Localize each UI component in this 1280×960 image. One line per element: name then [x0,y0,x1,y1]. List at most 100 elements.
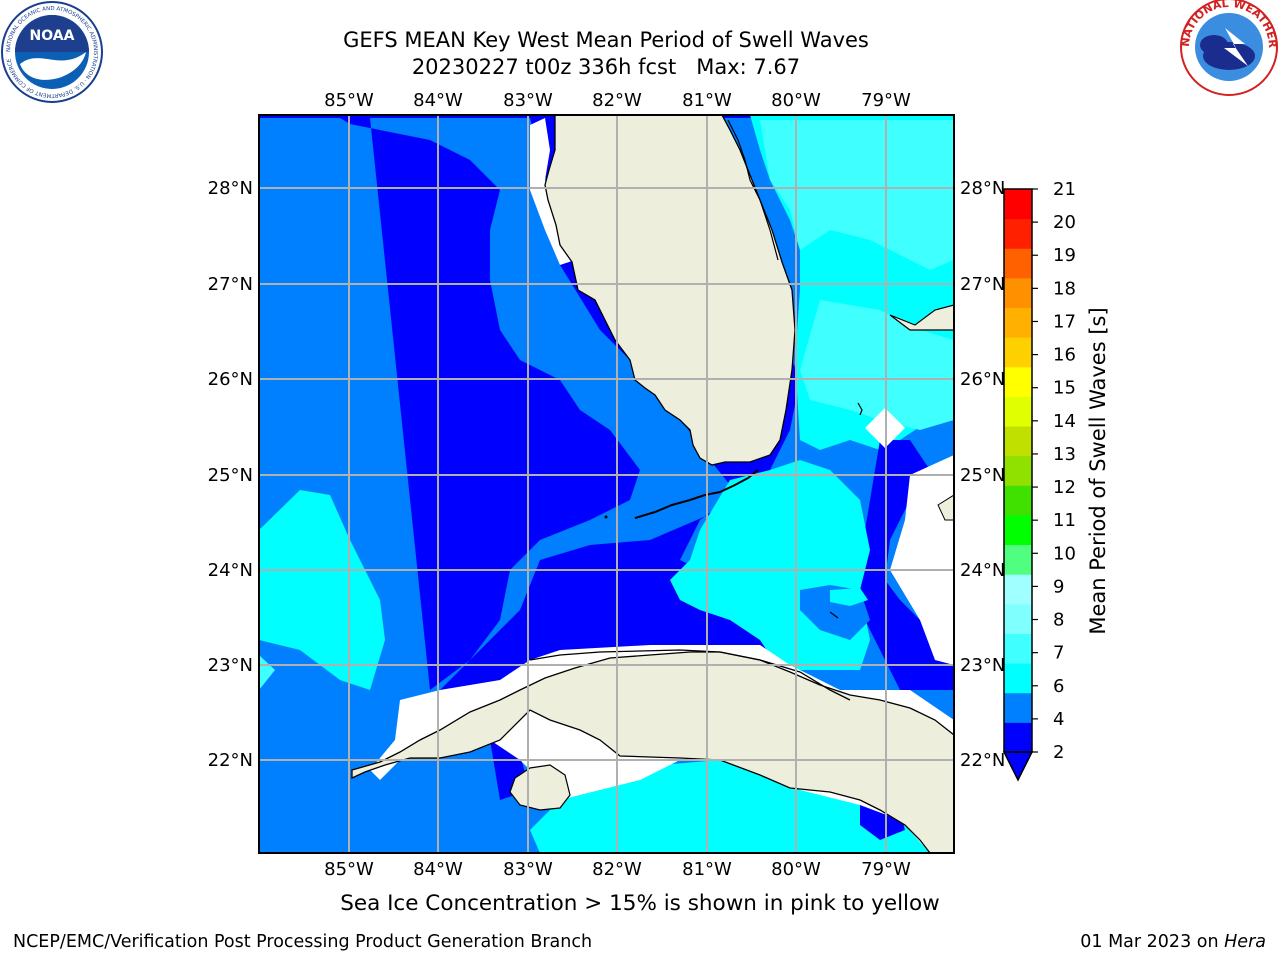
ocean-6-7s-patch [760,120,954,270]
lon-label: 81°W [682,859,732,880]
colorbar-swatch [1004,455,1032,486]
colorbar-tick-label: 4 [1053,709,1064,730]
colorbar-tick-label: 13 [1053,444,1076,465]
colorbar-label: Mean Period of Swell Waves [s] [1086,307,1110,634]
colorbar-swatch [1004,396,1032,427]
lat-label: 23°N [208,655,253,676]
colorbar-swatch [1004,514,1032,546]
colorbar-swatch [1004,307,1032,338]
lon-labels-bottom: 85°W 84°W 83°W 82°W 81°W 80°W 79°W [324,859,911,880]
noaa-logo: NOAA NATIONAL OCEANIC AND ATMOSPHERIC AD… [1,1,103,103]
colorbar-swatch [1004,663,1032,694]
colorbar-tick-label: 9 [1053,576,1064,597]
chart-subtitle: 20230227 t00z 336h fcst Max: 7.67 [411,55,801,79]
colorbar-tick-label: 14 [1053,411,1076,432]
florida-land [544,115,796,466]
footer-credit: NCEP/EMC/Verification Post Processing Pr… [13,932,593,952]
colorbar-swatch [1004,485,1032,516]
ocean-below-2s [860,440,954,690]
colorbar-swatch [1004,426,1032,457]
lat-label: 24°N [208,560,253,581]
colorbar-swatch [1004,189,1032,220]
lon-label: 81°W [682,90,732,111]
colorbar-tick-label: 6 [1053,676,1064,697]
noaa-logo-text: NOAA [30,28,75,44]
colorbar-tick-label: 20 [1053,212,1076,233]
cuba-north-coast [529,649,851,701]
lon-label: 79°W [861,859,911,880]
ocean-6-7s-patch [259,655,275,690]
lon-label: 85°W [324,859,374,880]
ocean-4-6s-patch [830,588,868,606]
colorbar-tick-label: 17 [1053,311,1076,332]
colorbar-swatch [1004,277,1032,309]
lon-label: 79°W [861,90,911,111]
map-frame [258,114,955,854]
lat-label: 28°N [960,178,1005,199]
ocean-4-6s-west [259,490,385,690]
lon-labels-top: 85°W 84°W 83°W 82°W 81°W 80°W 79°W [324,90,911,111]
lat-label: 25°N [208,465,253,486]
colorbar-tick-label: 16 [1053,345,1076,366]
colorbar-swatch [1004,574,1032,605]
colorbar-tick-label: 11 [1053,510,1076,531]
colorbar-tick-label: 2 [1053,742,1064,763]
lat-label: 28°N [208,178,253,199]
isla-juventud [509,764,571,811]
colorbar-tick-label: 8 [1053,610,1064,631]
bahamas-coast [829,611,839,619]
footer-date: 01 Mar 2023 on Hera [1080,932,1266,952]
graticule [259,115,954,853]
ocean-6-7s-patch [800,300,954,430]
chart-title: GEFS MEAN Key West Mean Period of Swell … [343,28,869,52]
bahamas-coast [857,402,863,416]
colorbar-tick-label: 19 [1053,245,1076,266]
lat-label: 23°N [960,655,1005,676]
sea-ice-note: Sea Ice Concentration > 15% is shown in … [340,891,940,916]
lon-label: 84°W [413,859,463,880]
cuba-land [351,651,954,853]
ocean-below-2s [259,115,954,720]
footer-host: Hera [1224,932,1266,952]
colorbar-tick-label: 15 [1053,378,1076,399]
lon-label: 82°W [592,859,642,880]
colorbar-swatch [1004,722,1032,753]
lon-label: 82°W [592,90,642,111]
lon-label: 83°W [503,90,553,111]
lon-label: 85°W [324,90,374,111]
colorbar-frame [1003,188,1033,753]
lat-label: 27°N [208,274,253,295]
dry-tortugas [604,515,608,519]
masked-area [530,118,575,265]
lat-label: 26°N [208,369,253,390]
footer-date-text: 01 Mar 2023 on [1080,932,1219,952]
colorbar-tick-label: 12 [1053,477,1076,498]
lon-label: 84°W [413,90,463,111]
lat-label: 25°N [960,465,1005,486]
bahamas-land [937,494,954,521]
lon-label: 80°W [771,859,821,880]
florida-keys [634,469,759,519]
colorbar-tick-label: 18 [1053,278,1076,299]
lat-label: 22°N [960,750,1005,771]
lat-label: 26°N [960,369,1005,390]
lat-labels-right: 28°N 27°N 26°N 25°N 24°N 23°N 22°N [960,178,1005,771]
colorbar: 2 4 6 7 8 9 10 11 12 13 14 15 16 17 18 19 20 21 [1002,179,1076,782]
colorbar-tick-label: 10 [1053,543,1076,564]
lon-label: 83°W [503,859,553,880]
colorbar-swatch [1004,692,1032,723]
colorbar-swatch [1004,366,1032,397]
lat-label: 22°N [208,750,253,771]
lon-label: 80°W [771,90,821,111]
colorbar-extend-arrow [1002,751,1034,782]
lat-label: 27°N [960,274,1005,295]
colorbar-swatch [1004,544,1032,575]
map-panel [259,115,954,853]
colorbar-swatch [1004,633,1032,664]
bahamas-land [889,304,954,331]
lat-labels-left: 28°N 27°N 26°N 25°N 24°N 23°N 22°N [208,178,253,771]
colorbar-tick-label: 7 [1053,643,1064,664]
ocean-2-4s-south [259,760,540,853]
colorbar-tick-label: 21 [1053,179,1076,200]
